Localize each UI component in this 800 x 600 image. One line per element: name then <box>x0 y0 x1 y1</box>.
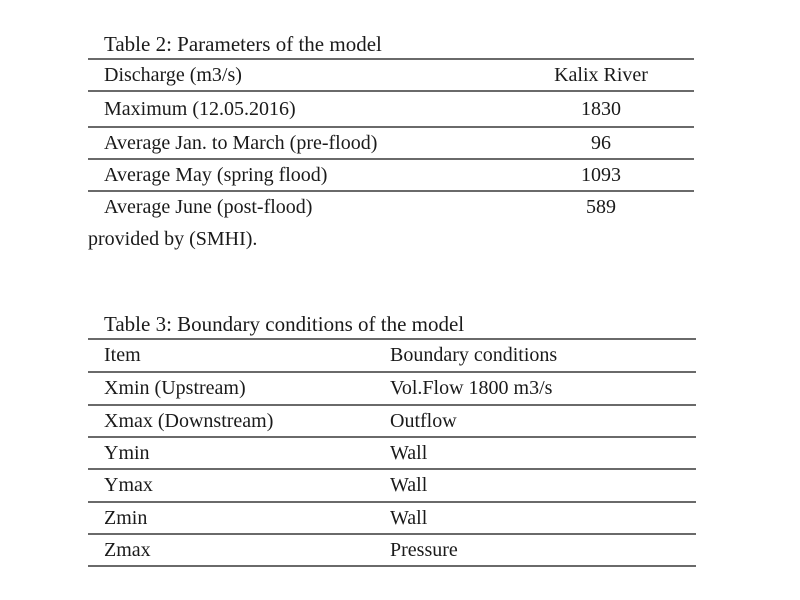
table2-row-label: Maximum (12.05.2016) <box>104 97 296 120</box>
table3-row: Zmin Wall <box>88 502 696 534</box>
table2-row: Maximum (12.05.2016) 1830 <box>88 91 694 127</box>
table3-header-row: Item Boundary conditions <box>88 339 696 372</box>
table3-row: Zmax Pressure <box>88 534 696 566</box>
table3-row-value: Wall <box>390 474 428 496</box>
table3-row: Ymax Wall <box>88 469 696 502</box>
table3-caption: Table 3: Boundary conditions of the mode… <box>104 312 465 336</box>
table2-header-row: Discharge (m3/s) Kalix River <box>88 59 694 91</box>
table3-row-value: Wall <box>390 441 428 464</box>
table3-row-label: Ymax <box>104 474 153 496</box>
table2-caption: Table 2: Parameters of the model <box>104 32 382 56</box>
table3-row: Xmin (Upstream) Vol.Flow 1800 m3/s <box>88 372 696 405</box>
table3-row-label: Zmax <box>104 538 151 561</box>
table3-header-item: Item <box>104 344 141 366</box>
table2-header-discharge: Discharge (m3/s) <box>104 63 242 86</box>
table2-row: Average June (post-flood) 589 <box>88 191 694 222</box>
table3-row: Xmax (Downstream) Outflow <box>88 405 696 437</box>
table3-row-value: Wall <box>390 506 428 529</box>
table3-row-label: Xmin (Upstream) <box>104 377 246 399</box>
table2-row-value: 96 <box>591 131 611 154</box>
table3: Item Boundary conditions Xmin (Upstream)… <box>88 338 696 567</box>
table2-section: Table 2: Parameters of the model Dischar… <box>88 31 694 252</box>
table3-row-label: Xmax (Downstream) <box>104 409 274 432</box>
table3-row-value: Vol.Flow 1800 m3/s <box>390 377 553 399</box>
table2-row-label: Average June (post-flood) <box>104 195 313 218</box>
table2-row: Average May (spring flood) 1093 <box>88 159 694 191</box>
table3-row-value: Pressure <box>390 538 458 561</box>
table3-row-value: Outflow <box>390 409 457 432</box>
table2-row-value: 1830 <box>581 97 621 120</box>
table3-row-label: Ymin <box>104 441 150 464</box>
table2-header-kalix-river: Kalix River <box>554 63 648 86</box>
table3-section: Table 3: Boundary conditions of the mode… <box>88 311 696 567</box>
table2-row-value: 1093 <box>581 163 621 186</box>
table2-row: Average Jan. to March (pre-flood) 96 <box>88 127 694 159</box>
table2: Discharge (m3/s) Kalix River Maximum (12… <box>88 58 694 222</box>
table2-row-value: 589 <box>586 195 616 218</box>
table2-row-label: Average May (spring flood) <box>104 163 328 186</box>
table3-row: Ymin Wall <box>88 437 696 469</box>
table2-footnote: provided by (SMHI). <box>88 228 258 250</box>
table3-row-label: Zmin <box>104 506 148 529</box>
table2-row-label: Average Jan. to March (pre-flood) <box>104 131 378 154</box>
table3-header-boundary-conditions: Boundary conditions <box>390 344 558 366</box>
